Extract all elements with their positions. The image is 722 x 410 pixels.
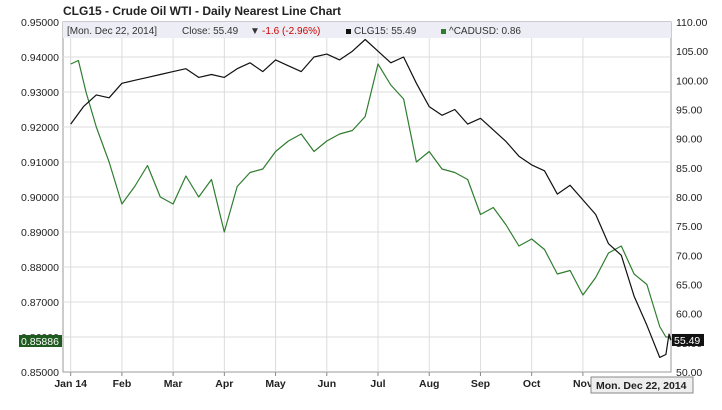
right-tick-label: 90.00: [676, 134, 702, 146]
left-axis-ticks: 0.95000 0.94000 0.93000 0.92000 0.91000 0.900…: [21, 17, 59, 379]
right-last-value-label: 55.49: [674, 335, 700, 347]
left-tick-label: 0.90000: [21, 192, 59, 204]
left-tick-label: 0.92000: [21, 122, 59, 134]
series-layer: [70, 38, 672, 358]
info-change: -1.6 (-2.96%): [262, 26, 320, 37]
x-tick-label: Apr: [215, 378, 233, 390]
series1-legend-swatch: [346, 29, 351, 34]
left-tick-label: 0.95000: [21, 17, 59, 29]
x-axis-ticks: Jan 14 Feb Mar Apr May Jun Jul Aug Sep Oct Nov: [54, 372, 593, 390]
right-tick-label: 75.00: [676, 221, 702, 233]
right-tick-label: 85.00: [676, 163, 702, 175]
right-tick-label: 95.00: [676, 105, 702, 117]
right-tick-label: 100.00: [676, 75, 708, 87]
date-cursor-box: [590, 376, 694, 394]
x-tick-label: Sep: [471, 378, 490, 390]
series-line-clg15: [70, 38, 672, 358]
right-tick-label: 70.00: [676, 250, 702, 262]
x-tick-label: Jan 14: [54, 378, 87, 390]
x-tick-label: Jul: [370, 378, 385, 390]
right-tick-label: 50.00: [676, 367, 702, 379]
gridlines: [63, 38, 671, 372]
x-tick-label: Jun: [317, 378, 336, 390]
left-last-value-label: 0.85886: [21, 336, 59, 348]
x-tick-label: May: [265, 378, 286, 390]
info-change-arrow: ▼: [250, 26, 260, 37]
right-tick-label: 80.00: [676, 192, 702, 204]
info-date: [Mon. Dec 22, 2014]: [67, 26, 157, 37]
series-line-cadusd: [70, 59, 672, 341]
x-tick-label: Oct: [523, 378, 541, 390]
right-tick-label: 105.00: [676, 46, 708, 58]
x-tick-label: Aug: [419, 378, 439, 390]
series2-legend-swatch: [441, 29, 446, 34]
right-axis-ticks: 110.00 105.00 100.00 95.00 90.00 85.00 80.00 75…: [676, 17, 708, 379]
left-tick-label: 0.94000: [21, 52, 59, 64]
x-tick-label: Nov: [573, 378, 593, 390]
x-tick-label: Feb: [113, 378, 132, 390]
left-tick-label: 0.89000: [21, 227, 59, 239]
left-tick-label: 0.88000: [21, 262, 59, 274]
right-tick-label: 65.00: [676, 280, 702, 292]
left-last-value-flag: 0.85886: [19, 334, 62, 348]
right-tick-label: 110.00: [676, 17, 707, 29]
info-close: Close: 55.49: [182, 26, 239, 37]
left-tick-label: 0.85000: [21, 367, 59, 379]
right-last-value-flag: 55.49: [672, 333, 704, 347]
left-tick-label: 0.91000: [21, 157, 59, 169]
right-tick-label: 60.00: [676, 309, 702, 321]
left-tick-label: 0.87000: [21, 297, 59, 309]
x-tick-label: Mar: [164, 378, 183, 390]
chart-title: CLG15 - Crude Oil WTI - Daily Nearest Li…: [63, 4, 341, 18]
series1-legend-label: CLG15: 55.49: [354, 26, 417, 37]
series2-legend-label: ^CADUSD: 0.86: [449, 26, 521, 37]
date-cursor-label: Mon. Dec 22, 2014: [596, 380, 687, 392]
info-bar: [63, 22, 671, 38]
left-tick-label: 0.93000: [21, 87, 59, 99]
